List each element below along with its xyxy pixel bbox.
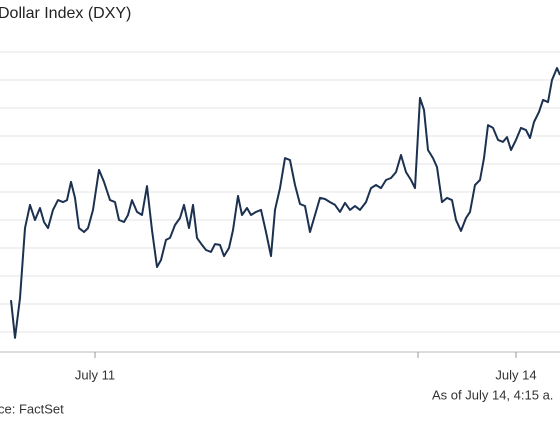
source: ce: FactSet — [0, 401, 64, 416]
chart-title: Dollar Index (DXY) — [0, 5, 131, 22]
x-tick-label: July 14 — [495, 367, 536, 382]
note: As of July 14, 4:15 a. — [432, 387, 553, 402]
line — [10, 67, 560, 339]
x-tick-label: July 11 — [75, 367, 115, 382]
